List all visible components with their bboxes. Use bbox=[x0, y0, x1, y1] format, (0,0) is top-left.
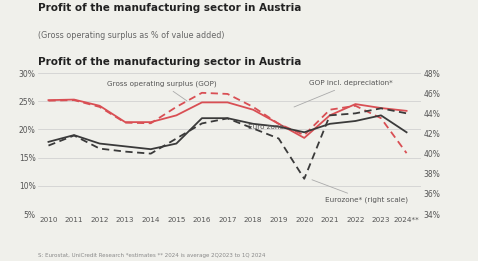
Text: Gross operating surplus (GOP): Gross operating surplus (GOP) bbox=[107, 80, 217, 101]
Text: Eurozone* (right scale): Eurozone* (right scale) bbox=[312, 180, 408, 203]
Text: (Gross operating surplus as % of value added): (Gross operating surplus as % of value a… bbox=[38, 31, 225, 40]
Text: Profit of the manufacturing sector in Austria: Profit of the manufacturing sector in Au… bbox=[38, 57, 302, 67]
Text: S: Eurostat, UniCredit Research *estimates ** 2024 is average 2Q2023 to 1Q 2024: S: Eurostat, UniCredit Research *estimat… bbox=[38, 253, 266, 258]
Text: Profit of the manufacturing sector in Austria: Profit of the manufacturing sector in Au… bbox=[38, 3, 302, 13]
Text: Euro zone: Euro zone bbox=[248, 124, 284, 130]
Text: GOP incl. depreciation*: GOP incl. depreciation* bbox=[294, 80, 393, 107]
